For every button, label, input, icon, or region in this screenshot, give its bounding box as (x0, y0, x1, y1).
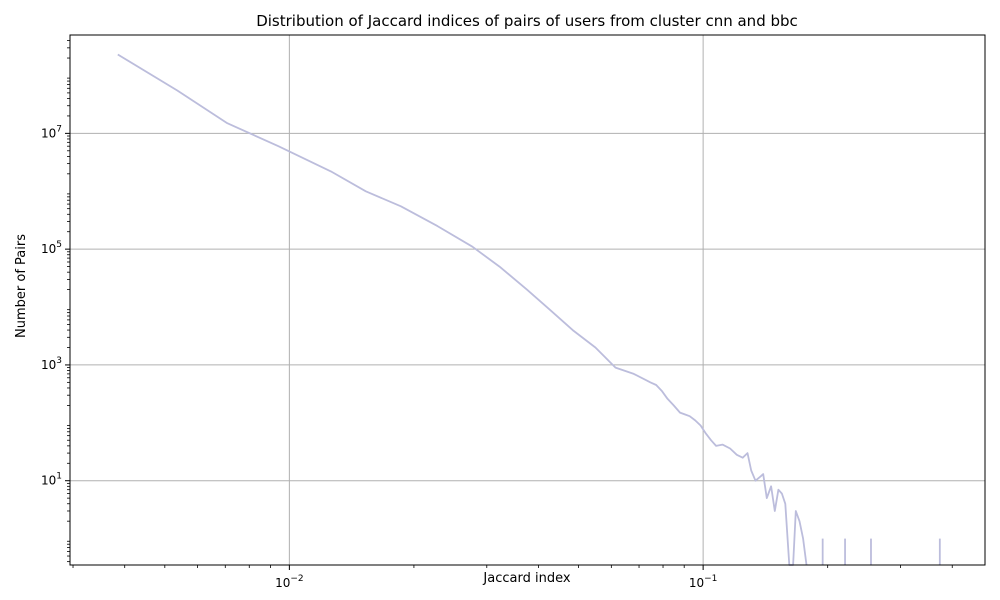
y-tick-label: 101 (41, 472, 62, 488)
chart-title: Distribution of Jaccard indices of pairs… (256, 12, 798, 30)
minor-ticks (67, 40, 953, 568)
grid (70, 35, 985, 565)
plot-frame (69, 34, 986, 566)
tick-labels: 10−2 10−1 101 103 105 107 (41, 124, 717, 590)
y-tick-label: 105 (41, 240, 62, 256)
y-axis-label: Number of Pairs (14, 234, 29, 338)
y-tick-label: 103 (41, 356, 62, 372)
x-axis-label: Jaccard index (482, 571, 570, 586)
y-tick-label: 107 (41, 124, 62, 140)
x-tick-label: 10−2 (275, 574, 304, 590)
series-layer (117, 53, 941, 566)
series-line (117, 53, 808, 566)
major-ticks (65, 132, 704, 570)
x-tick-label: 10−1 (689, 574, 718, 590)
